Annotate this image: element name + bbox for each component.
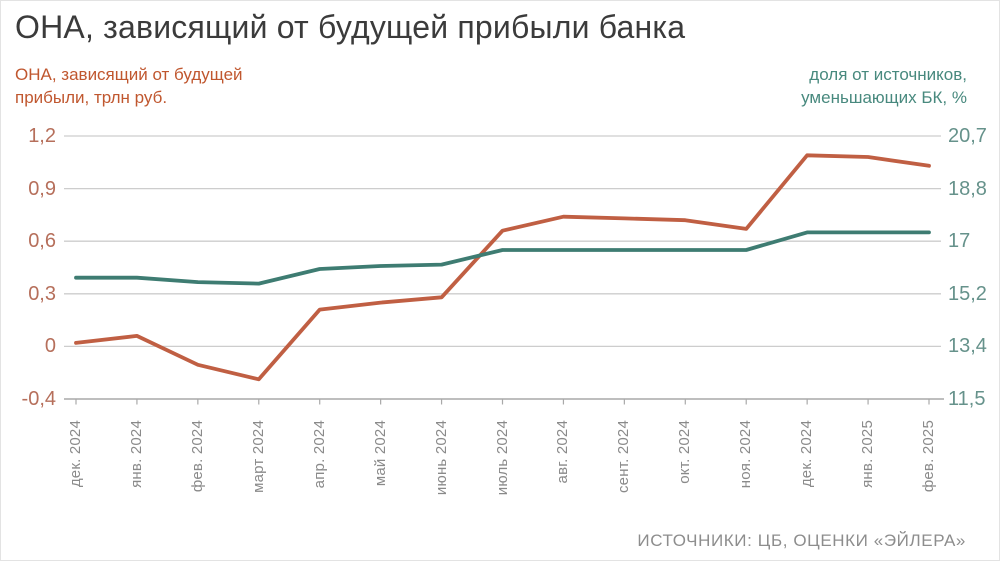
left-y-tick-label: 0,6 bbox=[28, 230, 56, 253]
series-line-dolya bbox=[74, 230, 931, 286]
left-y-tick-label: 0,3 bbox=[28, 282, 56, 305]
x-tick-label: ноя. 2024 bbox=[737, 420, 755, 489]
right-y-tick-label: 17 bbox=[948, 230, 971, 253]
right-y-tick-label: 15,2 bbox=[948, 282, 987, 305]
series-line-ona bbox=[74, 153, 931, 382]
right-axis-title: доля от источников, уменьшающих БК, % bbox=[801, 63, 967, 109]
x-tick-label: фев. 2024 bbox=[188, 420, 206, 493]
right-y-tick-label: 20,7 bbox=[948, 125, 987, 147]
x-tick-label: сент. 2024 bbox=[615, 420, 633, 494]
x-tick-label: июль 2024 bbox=[493, 420, 511, 496]
x-tick-label: май 2024 bbox=[371, 420, 389, 487]
left-axis-title: ОНА, зависящий от будущей прибыли, трлн … bbox=[15, 63, 243, 109]
x-tick-label: янв. 2024 bbox=[127, 420, 145, 488]
right-axis-title-line1: доля от источников, bbox=[809, 65, 967, 84]
x-tick-label: апр. 2024 bbox=[310, 420, 328, 489]
x-tick-label: июнь 2024 bbox=[432, 420, 450, 496]
x-tick-label: март 2024 bbox=[249, 420, 267, 493]
left-y-tick-label: 1,2 bbox=[28, 125, 56, 147]
x-tick-label: окт. 2024 bbox=[676, 420, 694, 484]
right-y-tick-label: 11,5 bbox=[948, 388, 986, 410]
x-tick-label: фев. 2025 bbox=[920, 420, 937, 493]
left-y-tick-label: -0,4 bbox=[21, 388, 56, 410]
x-tick-label: авг. 2024 bbox=[554, 420, 572, 484]
right-axis-title-line2: уменьшающих БК, % bbox=[801, 88, 967, 107]
left-y-tick-label: 0,9 bbox=[28, 177, 56, 200]
x-tick-label: дек. 2024 bbox=[798, 420, 816, 488]
x-tick-label: янв. 2025 bbox=[859, 420, 877, 488]
left-y-tick-label: 0 bbox=[44, 335, 56, 358]
right-y-tick-label: 13,4 bbox=[948, 335, 987, 358]
chart-title: ОНА, зависящий от будущей прибыли банка bbox=[15, 9, 686, 45]
left-axis-title-line1: ОНА, зависящий от будущей bbox=[15, 65, 243, 84]
x-tick-label: дек. 2024 bbox=[67, 420, 84, 488]
right-y-tick-label: 18,8 bbox=[948, 177, 987, 200]
source-note: ИСТОЧНИКИ: ЦБ, ОЦЕНКИ «ЭЙЛЕРА» bbox=[637, 531, 966, 550]
left-axis-title-line2: прибыли, трлн руб. bbox=[15, 88, 168, 107]
